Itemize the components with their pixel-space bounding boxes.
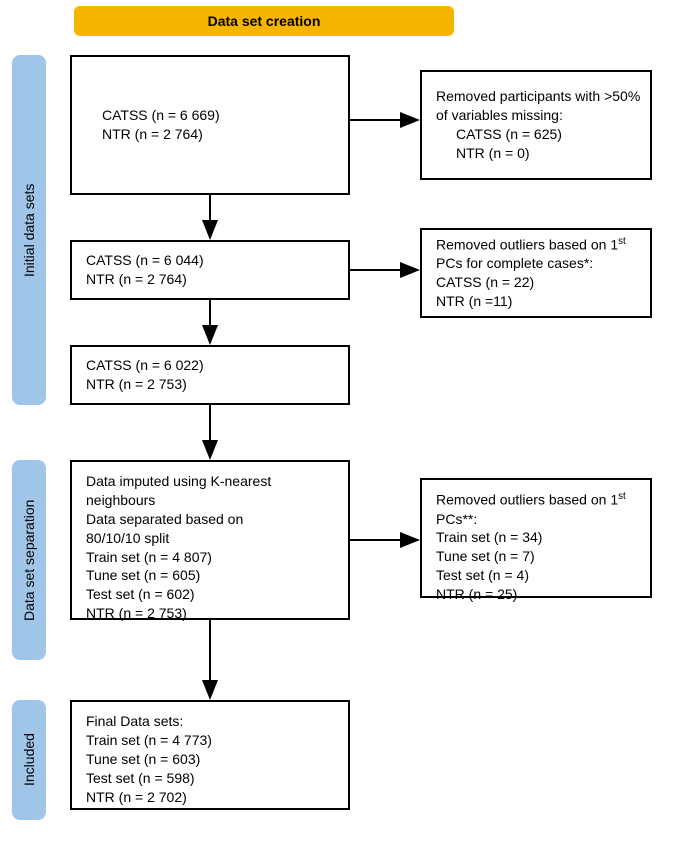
text-line: Test set (n = 602) bbox=[86, 585, 334, 604]
text-line: of variables missing: bbox=[436, 106, 636, 125]
text-line: 80/10/10 split bbox=[86, 529, 334, 548]
text-line: Train set (n = 34) bbox=[436, 528, 636, 547]
text-line: CATSS (n = 22) bbox=[436, 273, 636, 292]
text-line: CATSS (n = 6 669) bbox=[102, 106, 334, 125]
box-removed-outliers-1: Removed outliers based on 1st PCs for co… bbox=[420, 228, 652, 318]
text-line: NTR (n = 2 764) bbox=[86, 270, 334, 289]
text-line: NTR (n = 2 702) bbox=[86, 788, 334, 807]
text-line: NTR (n = 2 753) bbox=[86, 604, 334, 623]
text-line: Removed outliers based on 1st bbox=[436, 235, 636, 255]
box-removed-outliers-2: Removed outliers based on 1st PCs**: Tra… bbox=[420, 478, 652, 598]
text-line: NTR (n = 0) bbox=[436, 144, 636, 163]
text-line: NTR (n =11) bbox=[436, 292, 636, 311]
box-initial-1: CATSS (n = 6 669) NTR (n = 2 764) bbox=[70, 55, 350, 195]
text-line: PCs**: bbox=[436, 510, 636, 529]
box-initial-2: CATSS (n = 6 044) NTR (n = 2 764) bbox=[70, 240, 350, 300]
box-initial-3: CATSS (n = 6 022) NTR (n = 2 753) bbox=[70, 345, 350, 405]
text-line: Train set (n = 4 807) bbox=[86, 548, 334, 567]
text-line: Tune set (n = 603) bbox=[86, 750, 334, 769]
text-line: neighbours bbox=[86, 491, 334, 510]
text-line: NTR (n = 25) bbox=[436, 585, 636, 604]
text-line: Data separated based on bbox=[86, 510, 334, 529]
text-line: Tune set (n = 605) bbox=[86, 566, 334, 585]
text-line: NTR (n = 2 753) bbox=[86, 375, 334, 394]
text-line: CATSS (n = 625) bbox=[436, 125, 636, 144]
text-line: Test set (n = 4) bbox=[436, 566, 636, 585]
box-separation: Data imputed using K-nearest neighbours … bbox=[70, 460, 350, 620]
text-line: PCs for complete cases*: bbox=[436, 254, 636, 273]
side-label-included: Included bbox=[12, 700, 46, 820]
text-line: Final Data sets: bbox=[86, 712, 334, 731]
box-removed-missing: Removed participants with >50% of variab… bbox=[420, 70, 652, 180]
side-label-separation: Data set separation bbox=[12, 460, 46, 660]
text-line: Removed participants with >50% bbox=[436, 87, 636, 106]
side-label-initial: Initial data sets bbox=[12, 55, 46, 405]
title-bar: Data set creation bbox=[74, 6, 454, 36]
box-final: Final Data sets: Train set (n = 4 773) T… bbox=[70, 700, 350, 810]
text-line: Data imputed using K-nearest bbox=[86, 472, 334, 491]
text-line: NTR (n = 2 764) bbox=[102, 125, 334, 144]
text-line: Train set (n = 4 773) bbox=[86, 731, 334, 750]
text-line: Tune set (n = 7) bbox=[436, 547, 636, 566]
text-line: CATSS (n = 6 044) bbox=[86, 251, 334, 270]
text-line: Removed outliers based on 1st bbox=[436, 490, 636, 510]
text-line: Test set (n = 598) bbox=[86, 769, 334, 788]
text-line: CATSS (n = 6 022) bbox=[86, 356, 334, 375]
